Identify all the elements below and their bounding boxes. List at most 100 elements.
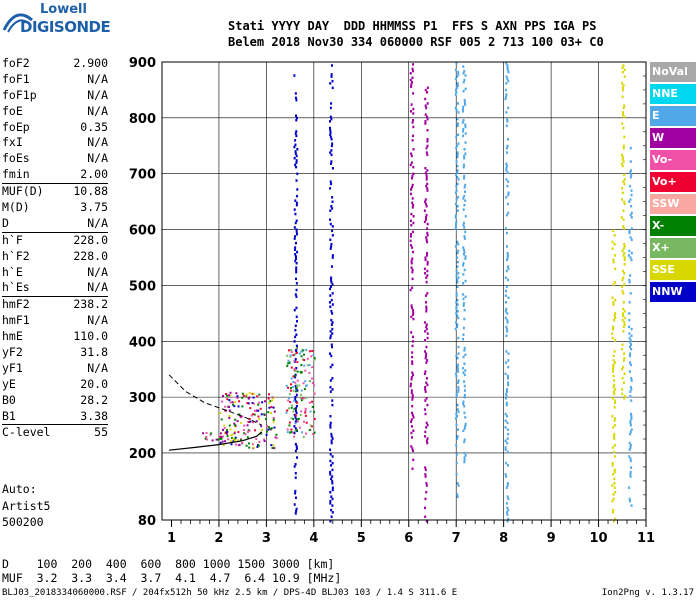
trace-dot	[456, 164, 459, 168]
trace-dot	[630, 227, 633, 230]
trace-dot	[462, 80, 465, 84]
trace-dot	[425, 381, 428, 384]
param-label: foF1	[2, 71, 30, 86]
trace-dot	[623, 263, 626, 266]
trace-dot	[463, 460, 466, 464]
param-value: N/A	[87, 87, 108, 102]
trace-dot	[454, 372, 457, 376]
trace-dot	[507, 365, 510, 369]
trace-dot	[621, 164, 624, 168]
trace-dot	[426, 234, 429, 237]
param-label: fmin	[2, 167, 30, 182]
trace-dot	[456, 256, 459, 259]
trace-dot	[330, 265, 333, 268]
echo-point	[287, 362, 290, 365]
echo-point	[251, 443, 254, 446]
trace-dot	[294, 241, 297, 245]
trace-dot	[464, 103, 467, 106]
trace-dot	[627, 254, 630, 257]
trace-dot	[410, 378, 413, 381]
trace-dot	[425, 294, 428, 297]
trace-dot	[630, 428, 633, 431]
trace-dot	[330, 276, 333, 279]
trace-dot	[330, 117, 333, 121]
trace-dot	[623, 104, 626, 107]
echo-point	[231, 401, 234, 404]
trace-dot	[504, 448, 507, 452]
param-value: 3.38	[80, 408, 108, 423]
trace-dot	[462, 429, 465, 433]
trace-dot	[426, 403, 429, 407]
trace-dot	[295, 270, 298, 274]
trace-dot	[464, 199, 467, 202]
trace-dot	[630, 379, 633, 382]
trace-dot	[424, 385, 427, 389]
trace-dot	[457, 133, 460, 136]
trace-dot	[411, 404, 414, 408]
trace-dot	[505, 93, 508, 96]
echo-point	[271, 447, 274, 450]
trace-dot	[294, 407, 297, 410]
trace-dot	[507, 517, 510, 521]
trace-dot	[455, 108, 458, 112]
trace-dot	[621, 70, 624, 74]
legend-item: SSW	[650, 194, 696, 214]
trace-dot	[295, 232, 298, 236]
trace-dot	[294, 427, 297, 430]
trace-dot	[629, 363, 632, 367]
echo-point	[273, 426, 276, 429]
echo-point	[301, 358, 304, 361]
trace-dot	[622, 247, 625, 250]
trace-dot	[295, 194, 298, 198]
trace-dot	[463, 346, 466, 350]
trace-dot	[462, 118, 465, 122]
trace-dot	[331, 312, 334, 315]
trace-dot	[620, 216, 623, 219]
trace-dot	[329, 106, 332, 110]
trace-dot	[294, 150, 297, 153]
trace-dot	[622, 160, 625, 163]
param-row: yE 20.0	[2, 377, 108, 393]
echo-point	[288, 397, 291, 400]
trace-dot	[505, 111, 508, 114]
echo-point	[232, 437, 235, 440]
trace-dot	[507, 359, 510, 362]
param-value: N/A	[87, 103, 108, 118]
trace-dot	[425, 175, 428, 179]
x-tick-label: 6	[404, 531, 413, 546]
trace-dot	[412, 317, 415, 321]
trace-dot	[411, 398, 414, 401]
echo-point	[272, 406, 275, 409]
param-value: 228.0	[73, 232, 108, 247]
param-label: h`F2	[2, 248, 30, 263]
trace-dot	[331, 207, 334, 210]
trace-dot	[454, 202, 457, 206]
echo-point	[289, 354, 292, 357]
echo-point	[291, 431, 294, 434]
echo-point	[272, 420, 275, 423]
trace-dot	[621, 95, 624, 99]
echo-point	[241, 405, 244, 408]
trace-dot	[454, 93, 457, 96]
trace-dot	[424, 97, 427, 101]
echo-point	[230, 443, 233, 446]
trace-dot	[457, 428, 460, 431]
trace-dot	[295, 400, 298, 403]
echo-point	[302, 397, 305, 400]
trace-dot	[411, 67, 414, 71]
echo-point	[311, 432, 314, 435]
trace-dot	[614, 388, 617, 391]
trace-dot	[506, 77, 509, 81]
param-row: yF1 N/A	[2, 361, 108, 377]
trace-dot	[614, 316, 617, 320]
trace-dot	[630, 251, 633, 255]
echo-point	[290, 430, 293, 433]
echo-point	[301, 431, 304, 434]
echo-point	[233, 432, 236, 435]
trace-dot	[506, 511, 509, 514]
trace-dot	[622, 365, 625, 369]
header-line2: Belem 2018 Nov30 334 060000 RSF 005 2 71…	[228, 35, 604, 49]
echo-point	[306, 364, 309, 367]
trace-dot	[504, 294, 507, 297]
echo-point	[294, 430, 297, 433]
